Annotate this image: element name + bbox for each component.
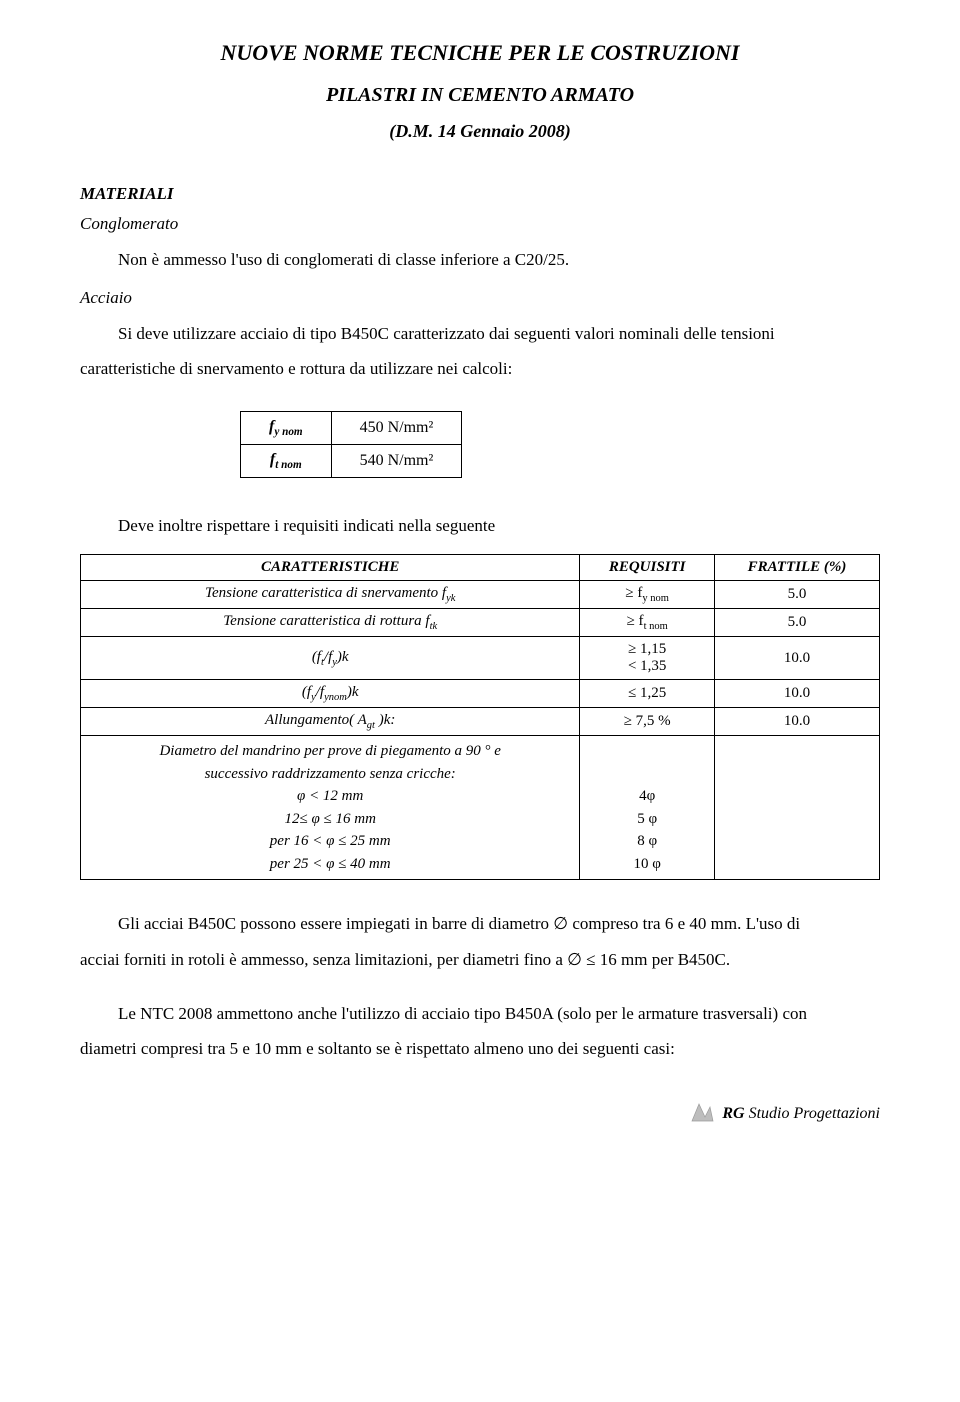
table-row: (ft/fy)k ≥ 1,15< 1,35 10.0 [81, 637, 880, 680]
footer-brand-bold: RG [722, 1105, 744, 1122]
table-row: Tensione caratteristica di rottura ftk ≥… [81, 609, 880, 637]
text-b450a-1: Le NTC 2008 ammettono anche l'utilizzo d… [80, 996, 880, 1032]
cell-requirement: 4φ5 φ8 φ10 φ [580, 736, 715, 880]
cell-characteristic: Tensione caratteristica di snervamento f… [81, 581, 580, 609]
table-header-row: CARATTERISTICHE REQUISITI FRATTILE (%) [81, 555, 880, 581]
title-sub: PILASTRI IN CEMENTO ARMATO [80, 84, 880, 107]
text-acciaio-intro-2: caratteristiche di snervamento e rottura… [80, 351, 880, 387]
text-b450a-2: diametri compresi tra 5 e 10 mm e soltan… [80, 1031, 880, 1067]
cell-characteristic: Tensione caratteristica di rottura ftk [81, 609, 580, 637]
cell-requirement: ≥ fy nom [580, 581, 715, 609]
table-row: (fy/fynom)k ≤ 1,25 10.0 [81, 680, 880, 708]
cell-label: ft nom [241, 445, 332, 478]
cell-frattile [714, 736, 879, 880]
table-row: Diametro del mandrino per prove di piega… [81, 736, 880, 880]
cell-requirement: ≤ 1,25 [580, 680, 715, 708]
table-nominal-values: fy nom 450 N/mm² ft nom 540 N/mm² [240, 411, 462, 478]
cell-frattile: 5.0 [714, 609, 879, 637]
table-row: Tensione caratteristica di snervamento f… [81, 581, 880, 609]
col-header: REQUISITI [580, 555, 715, 581]
col-header: CARATTERISTICHE [81, 555, 580, 581]
text-b450c-1: Gli acciai B450C possono essere impiegat… [80, 906, 880, 942]
cell-frattile: 10.0 [714, 708, 879, 736]
footer: RG Studio Progettazioni [80, 1101, 880, 1128]
cell-requirement: ≥ ft nom [580, 609, 715, 637]
footer-logo-icon [690, 1101, 714, 1128]
cell-frattile: 5.0 [714, 581, 879, 609]
text-b450c-2: acciai forniti in rotoli è ammesso, senz… [80, 942, 880, 978]
title-main: NUOVE NORME TECNICHE PER LE COSTRUZIONI [80, 40, 880, 66]
cell-characteristic: Allungamento( Agt )k: [81, 708, 580, 736]
table-requisiti: CARATTERISTICHE REQUISITI FRATTILE (%) T… [80, 554, 880, 880]
heading-conglomerato: Conglomerato [80, 214, 880, 234]
cell-requirement: ≥ 7,5 % [580, 708, 715, 736]
cell-value: 540 N/mm² [331, 445, 462, 478]
cell-characteristic: Diametro del mandrino per prove di piega… [81, 736, 580, 880]
cell-frattile: 10.0 [714, 637, 879, 680]
cell-characteristic: (fy/fynom)k [81, 680, 580, 708]
heading-materiali: MATERIALI [80, 184, 880, 204]
cell-characteristic: (ft/fy)k [81, 637, 580, 680]
cell-requirement: ≥ 1,15< 1,35 [580, 637, 715, 680]
text-requisiti-intro: Deve inoltre rispettare i requisiti indi… [80, 508, 880, 544]
cell-frattile: 10.0 [714, 680, 879, 708]
table-row: fy nom 450 N/mm² [241, 412, 462, 445]
table-row: ft nom 540 N/mm² [241, 445, 462, 478]
footer-brand-rest: Studio Progettazioni [745, 1105, 880, 1122]
cell-value: 450 N/mm² [331, 412, 462, 445]
col-header: FRATTILE (%) [714, 555, 879, 581]
heading-acciaio: Acciaio [80, 288, 880, 308]
text-conglomerato: Non è ammesso l'uso di conglomerati di c… [80, 242, 880, 278]
title-date: (D.M. 14 Gennaio 2008) [80, 121, 880, 142]
table-row: Allungamento( Agt )k: ≥ 7,5 % 10.0 [81, 708, 880, 736]
text-acciaio-intro-1: Si deve utilizzare acciaio di tipo B450C… [80, 316, 880, 352]
cell-label: fy nom [241, 412, 332, 445]
